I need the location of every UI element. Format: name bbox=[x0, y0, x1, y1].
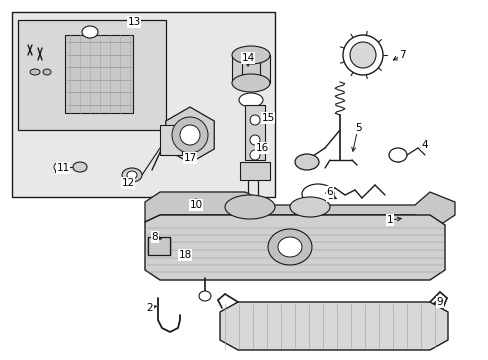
Text: 5: 5 bbox=[354, 123, 361, 133]
Bar bbox=[12, 12, 274, 197]
Ellipse shape bbox=[294, 154, 318, 170]
Ellipse shape bbox=[224, 195, 274, 219]
Text: 13: 13 bbox=[127, 17, 141, 27]
Ellipse shape bbox=[82, 26, 98, 38]
Ellipse shape bbox=[122, 168, 142, 182]
Polygon shape bbox=[220, 302, 447, 350]
Bar bbox=[148, 237, 170, 255]
Polygon shape bbox=[165, 107, 214, 163]
Ellipse shape bbox=[199, 291, 210, 301]
Ellipse shape bbox=[249, 150, 260, 160]
Text: 9: 9 bbox=[436, 297, 443, 307]
Text: 17: 17 bbox=[183, 153, 196, 163]
Ellipse shape bbox=[73, 162, 87, 172]
Ellipse shape bbox=[54, 163, 62, 171]
Ellipse shape bbox=[249, 135, 260, 145]
Ellipse shape bbox=[231, 46, 269, 64]
Text: 3: 3 bbox=[326, 191, 333, 201]
Text: 7: 7 bbox=[398, 50, 405, 60]
Text: 15: 15 bbox=[261, 113, 274, 123]
Bar bbox=[242, 55, 260, 83]
Bar bbox=[65, 35, 133, 113]
Ellipse shape bbox=[342, 35, 382, 75]
Text: 8: 8 bbox=[151, 232, 158, 242]
Ellipse shape bbox=[180, 125, 200, 145]
Text: 18: 18 bbox=[178, 250, 191, 260]
Ellipse shape bbox=[43, 69, 51, 75]
Text: 1: 1 bbox=[386, 215, 392, 225]
Ellipse shape bbox=[267, 229, 311, 265]
Ellipse shape bbox=[127, 171, 137, 179]
Ellipse shape bbox=[388, 148, 406, 162]
Text: 11: 11 bbox=[56, 163, 69, 173]
Text: 14: 14 bbox=[241, 53, 254, 63]
Text: 2: 2 bbox=[146, 303, 153, 313]
Bar bbox=[240, 162, 269, 180]
Ellipse shape bbox=[231, 74, 269, 92]
Ellipse shape bbox=[249, 115, 260, 125]
Bar bbox=[244, 105, 264, 160]
Ellipse shape bbox=[278, 237, 302, 257]
Bar bbox=[18, 20, 165, 130]
Ellipse shape bbox=[172, 117, 207, 153]
Bar bbox=[231, 55, 269, 83]
Text: 16: 16 bbox=[255, 143, 268, 153]
Text: 12: 12 bbox=[121, 178, 134, 188]
Ellipse shape bbox=[239, 93, 263, 107]
Text: 10: 10 bbox=[189, 200, 202, 210]
Bar bbox=[55, 163, 67, 172]
Ellipse shape bbox=[349, 42, 375, 68]
Ellipse shape bbox=[302, 184, 333, 204]
Ellipse shape bbox=[30, 69, 40, 75]
Text: 6: 6 bbox=[326, 187, 333, 197]
Bar bbox=[160, 125, 182, 155]
Polygon shape bbox=[145, 192, 454, 225]
Text: 4: 4 bbox=[421, 140, 427, 150]
Ellipse shape bbox=[289, 197, 329, 217]
Polygon shape bbox=[145, 215, 444, 280]
